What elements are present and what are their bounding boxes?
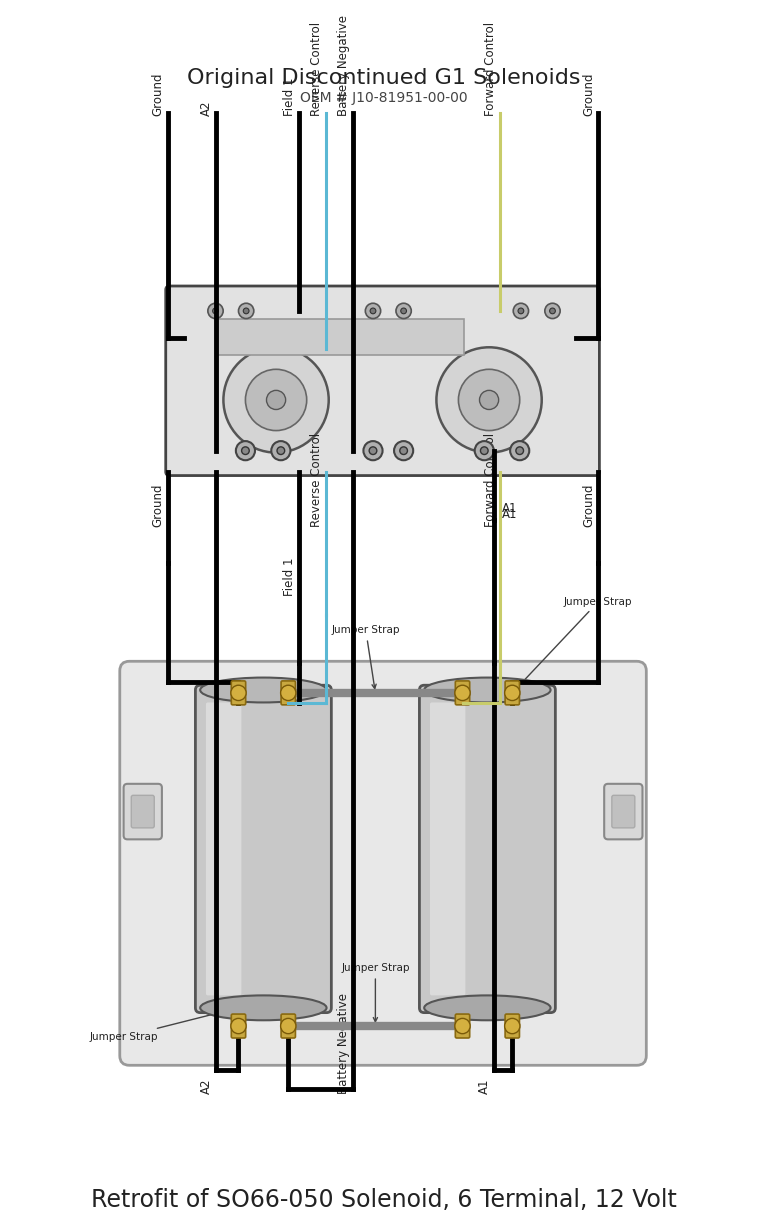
Circle shape xyxy=(242,447,250,454)
FancyBboxPatch shape xyxy=(231,1015,246,1038)
Circle shape xyxy=(266,390,286,409)
FancyBboxPatch shape xyxy=(612,796,635,827)
Text: Reverse Control: Reverse Control xyxy=(310,433,323,527)
Text: Field 1: Field 1 xyxy=(283,77,296,115)
Circle shape xyxy=(479,390,498,409)
Circle shape xyxy=(236,441,255,460)
Circle shape xyxy=(363,441,382,460)
Circle shape xyxy=(545,304,560,318)
FancyBboxPatch shape xyxy=(281,680,296,705)
FancyBboxPatch shape xyxy=(505,1015,519,1038)
Text: A1: A1 xyxy=(502,502,517,515)
Text: A2: A2 xyxy=(200,100,213,115)
Text: A2: A2 xyxy=(200,1079,213,1094)
Text: Forward Control: Forward Control xyxy=(484,22,497,115)
Text: Battery Negative: Battery Negative xyxy=(337,993,350,1094)
Circle shape xyxy=(208,304,223,318)
Circle shape xyxy=(396,304,412,318)
Polygon shape xyxy=(217,318,464,355)
Ellipse shape xyxy=(200,995,326,1021)
FancyBboxPatch shape xyxy=(419,685,555,1012)
Text: Battery Negative: Battery Negative xyxy=(337,15,350,115)
Ellipse shape xyxy=(424,678,551,702)
FancyBboxPatch shape xyxy=(604,784,643,840)
FancyBboxPatch shape xyxy=(455,1015,470,1038)
Circle shape xyxy=(394,441,413,460)
Circle shape xyxy=(475,441,494,460)
Text: Forward Control: Forward Control xyxy=(484,433,497,527)
Text: Ground: Ground xyxy=(582,484,595,527)
Text: Retrofit of SO66-050 Solenoid, 6 Terminal, 12 Volt: Retrofit of SO66-050 Solenoid, 6 Termina… xyxy=(91,1188,677,1211)
Circle shape xyxy=(513,304,528,318)
Circle shape xyxy=(505,1018,520,1034)
FancyBboxPatch shape xyxy=(131,796,154,827)
Circle shape xyxy=(280,685,296,701)
Text: Original Discontinued G1 Solenoids: Original Discontinued G1 Solenoids xyxy=(187,68,581,87)
FancyBboxPatch shape xyxy=(430,702,465,995)
Circle shape xyxy=(455,685,470,701)
Circle shape xyxy=(239,304,253,318)
FancyBboxPatch shape xyxy=(231,680,246,705)
Text: NO: NO xyxy=(230,1010,247,1019)
Circle shape xyxy=(231,685,247,701)
FancyBboxPatch shape xyxy=(281,1015,296,1038)
Text: Reverse Control: Reverse Control xyxy=(310,22,323,115)
Text: Ground: Ground xyxy=(151,484,164,527)
Circle shape xyxy=(436,347,541,453)
Ellipse shape xyxy=(200,678,326,702)
Text: Jumper Strap: Jumper Strap xyxy=(515,597,633,690)
Circle shape xyxy=(455,1018,470,1034)
Circle shape xyxy=(277,447,285,454)
Circle shape xyxy=(400,447,408,454)
FancyBboxPatch shape xyxy=(124,784,162,840)
Circle shape xyxy=(458,369,520,430)
FancyBboxPatch shape xyxy=(120,661,647,1066)
FancyBboxPatch shape xyxy=(166,286,599,475)
Circle shape xyxy=(518,309,524,313)
Text: Field 1: Field 1 xyxy=(283,558,296,597)
Text: A1: A1 xyxy=(478,1079,491,1094)
FancyBboxPatch shape xyxy=(505,680,519,705)
Circle shape xyxy=(223,347,329,453)
Circle shape xyxy=(370,309,376,313)
Text: Jumper Strap: Jumper Strap xyxy=(90,1008,234,1041)
Circle shape xyxy=(516,447,524,454)
FancyBboxPatch shape xyxy=(195,685,331,1012)
FancyBboxPatch shape xyxy=(206,702,241,995)
Circle shape xyxy=(401,309,406,313)
Circle shape xyxy=(550,309,555,313)
Text: A1: A1 xyxy=(502,508,517,521)
Ellipse shape xyxy=(424,995,551,1021)
Circle shape xyxy=(213,309,218,313)
Circle shape xyxy=(510,441,529,460)
Text: NO: NO xyxy=(454,1010,471,1019)
Circle shape xyxy=(246,369,306,430)
Circle shape xyxy=(243,309,249,313)
Circle shape xyxy=(271,441,290,460)
Text: Jumper Strap: Jumper Strap xyxy=(332,626,400,689)
Circle shape xyxy=(231,1018,247,1034)
Circle shape xyxy=(280,1018,296,1034)
FancyBboxPatch shape xyxy=(455,680,470,705)
Circle shape xyxy=(481,447,488,454)
Text: Ground: Ground xyxy=(151,72,164,115)
Text: Ground: Ground xyxy=(582,72,595,115)
Circle shape xyxy=(366,304,381,318)
Text: Jumper Strap: Jumper Strap xyxy=(341,963,409,1022)
Circle shape xyxy=(505,685,520,701)
Circle shape xyxy=(369,447,377,454)
Text: OEM # J10-81951-00-00: OEM # J10-81951-00-00 xyxy=(300,91,468,104)
